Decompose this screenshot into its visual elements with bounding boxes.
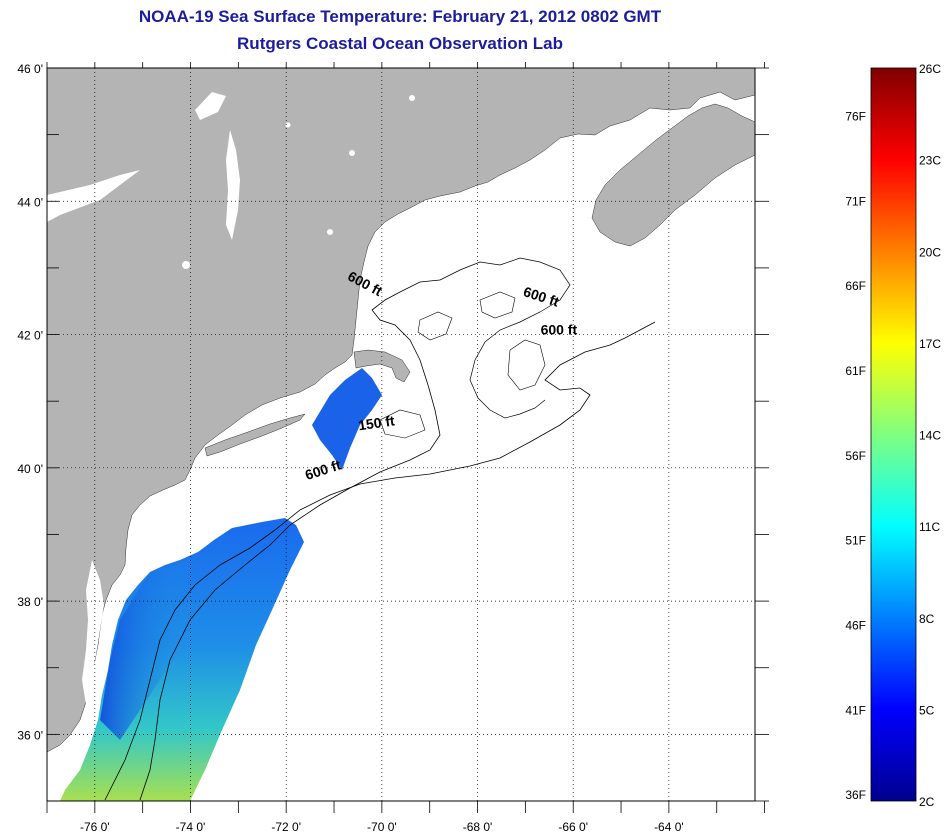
lon-tick-label: -72 0' bbox=[271, 820, 301, 834]
colorbar-celsius-label: 14C bbox=[919, 429, 941, 443]
lon-tick-label: -76 0' bbox=[80, 820, 110, 834]
colorbar-celsius-label: 23C bbox=[919, 154, 941, 168]
lake-1 bbox=[195, 92, 226, 120]
lon-tick-label: -70 0' bbox=[367, 820, 397, 834]
map-subtitle: Rutgers Coastal Ocean Observation Lab bbox=[237, 34, 563, 53]
lon-tick-label: -66 0' bbox=[558, 820, 588, 834]
colorbar-fahrenheit-label: 46F bbox=[845, 619, 866, 633]
bathymetry-contour-150ft bbox=[139, 279, 441, 801]
contour-label: 600 ft bbox=[541, 322, 578, 338]
colorbar-celsius-label: 26C bbox=[919, 62, 941, 76]
map-ticks: -76 0' -74 0' -72 0' -70 0' -68 0' -66 0' -64 … bbox=[17, 62, 769, 834]
colorbar-labels: 26C 23C 20C 17C 14C 11C 8C 5C 2C 76F 71F 66F 61F 56F 5… bbox=[845, 62, 941, 809]
lake-champlain bbox=[226, 130, 240, 240]
lat-tick-label: 44 0' bbox=[17, 195, 43, 209]
colorbar-fahrenheit-label: 71F bbox=[845, 194, 866, 208]
lat-tick-label: 40 0' bbox=[17, 462, 43, 476]
sst-swath-north bbox=[312, 368, 382, 470]
colorbar-fahrenheit-label: 41F bbox=[845, 703, 866, 717]
colorbar-fahrenheit-label: 56F bbox=[845, 449, 866, 463]
colorbar-celsius-label: 2C bbox=[919, 795, 935, 809]
colorbar-celsius-label: 5C bbox=[919, 703, 935, 717]
colorbar bbox=[870, 67, 917, 802]
lon-tick-label: -74 0' bbox=[176, 820, 206, 834]
lat-tick-label: 42 0' bbox=[17, 329, 43, 343]
colorbar-celsius-label: 17C bbox=[919, 337, 941, 351]
land-nova-scotia bbox=[591, 103, 755, 247]
lake-2 bbox=[47, 170, 140, 222]
bathymetry-contour-gulf-maine bbox=[439, 257, 571, 419]
map-frame bbox=[46, 67, 756, 802]
colorbar-fahrenheit-label: 76F bbox=[845, 110, 866, 124]
lon-tick-label: -64 0' bbox=[654, 820, 684, 834]
water-chesapeake bbox=[82, 560, 104, 705]
lat-tick-label: 46 0' bbox=[17, 62, 43, 76]
colorbar-celsius-label: 8C bbox=[919, 612, 935, 626]
map-plot-area bbox=[47, 68, 755, 801]
lat-tick-label: 36 0' bbox=[17, 728, 43, 742]
land-cape-cod bbox=[353, 349, 411, 383]
bathymetry-contour-600ft bbox=[104, 321, 656, 801]
map-title: NOAA-19 Sea Surface Temperature: Februar… bbox=[138, 7, 662, 26]
colorbar-fahrenheit-label: 51F bbox=[845, 534, 866, 548]
lon-tick-label: -68 0' bbox=[463, 820, 493, 834]
colorbar-fahrenheit-label: 36F bbox=[845, 788, 866, 802]
land-mainland bbox=[47, 68, 755, 753]
colorbar-fahrenheit-label: 66F bbox=[845, 279, 866, 293]
lat-tick-label: 38 0' bbox=[17, 595, 43, 609]
colorbar-celsius-label: 11C bbox=[919, 520, 940, 534]
colorbar-celsius-label: 20C bbox=[919, 245, 941, 259]
land-long-island bbox=[204, 413, 306, 457]
contour-label: 150 ft bbox=[357, 412, 396, 433]
colorbar-fahrenheit-label: 61F bbox=[845, 364, 866, 378]
water-delaware-bay bbox=[128, 540, 152, 572]
